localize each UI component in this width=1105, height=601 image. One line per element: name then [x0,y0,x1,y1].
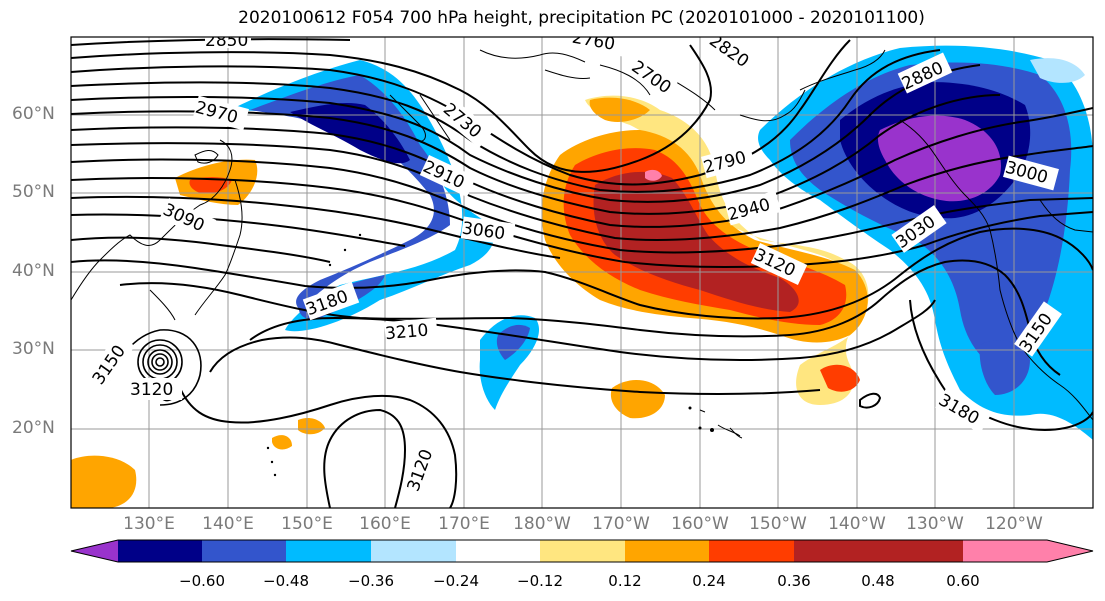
colorbar-tick: 0.60 [946,572,980,590]
colorbar-tick: 0.12 [608,572,642,590]
colorbar-tick: −0.48 [263,572,309,590]
colorbar-tick: 0.36 [777,572,811,590]
colorbar-tick: −0.12 [517,572,563,590]
lon-label-180w: 180°W [513,514,571,534]
contour-label-3210: 3210 [384,321,429,345]
lon-label-170w: 170°W [592,514,650,534]
negative-anomaly-north-america [758,45,1093,440]
colorbar-bin [456,540,540,562]
positive-anomaly-small [298,417,325,435]
lon-label-160e: 160°E [359,514,411,534]
colorbar-bin [118,540,202,562]
positive-anomaly-small-2 [272,435,292,450]
colorbar-tick: −0.36 [348,572,394,590]
contour-label-2850: 2850 [205,31,248,51]
colorbar-bin [540,540,625,562]
lat-label-40n: 40°N [12,261,55,281]
lon-label-130e: 130°E [123,514,175,534]
colorbar-tick: 0.24 [692,572,726,590]
positive-anomaly-southwest [71,455,137,508]
lon-label-160w: 160°W [671,514,729,534]
colorbar-bin [709,540,794,562]
colorbar-bin [286,540,371,562]
positive-anomaly-hawaii-north [610,379,665,419]
lat-label-50n: 50°N [12,182,55,202]
colorbar-bin [371,540,456,562]
lon-label-150w: 150°W [749,514,807,534]
lon-label-120w: 120°W [985,514,1043,534]
colorbar-tick: −0.24 [433,572,479,590]
island-dots [266,233,714,477]
map-frame [70,36,1094,509]
map-title: 2020100612 F054 700 hPa height, precipit… [238,8,925,28]
lat-label-60n: 60°N [12,104,55,124]
colorbar-extend-right [963,540,1093,562]
colorbar-bin [625,540,709,562]
contour-label-3120-b: 3120 [130,380,173,400]
lon-label-140w: 140°W [828,514,886,534]
positive-anomaly-northwest-core [189,177,232,194]
colorbar-tick: −0.60 [179,572,225,590]
positive-anomaly-central-pacific [541,95,869,406]
lat-label-30n: 30°N [12,339,55,359]
lon-label-170e: 170°E [438,514,490,534]
colorbar-bin [878,540,963,562]
lon-label-150e: 150°E [281,514,333,534]
colorbar-bin [202,540,286,562]
colorbar-tick: 0.48 [861,572,895,590]
colorbar-bin [794,540,878,562]
colorbar-extend-left [71,540,118,562]
lon-label-140e: 140°E [202,514,254,534]
lon-label-130w: 130°W [906,514,964,534]
lat-label-20n: 20°N [12,418,55,438]
height-contours [71,38,1093,508]
colorbar [70,539,1094,563]
